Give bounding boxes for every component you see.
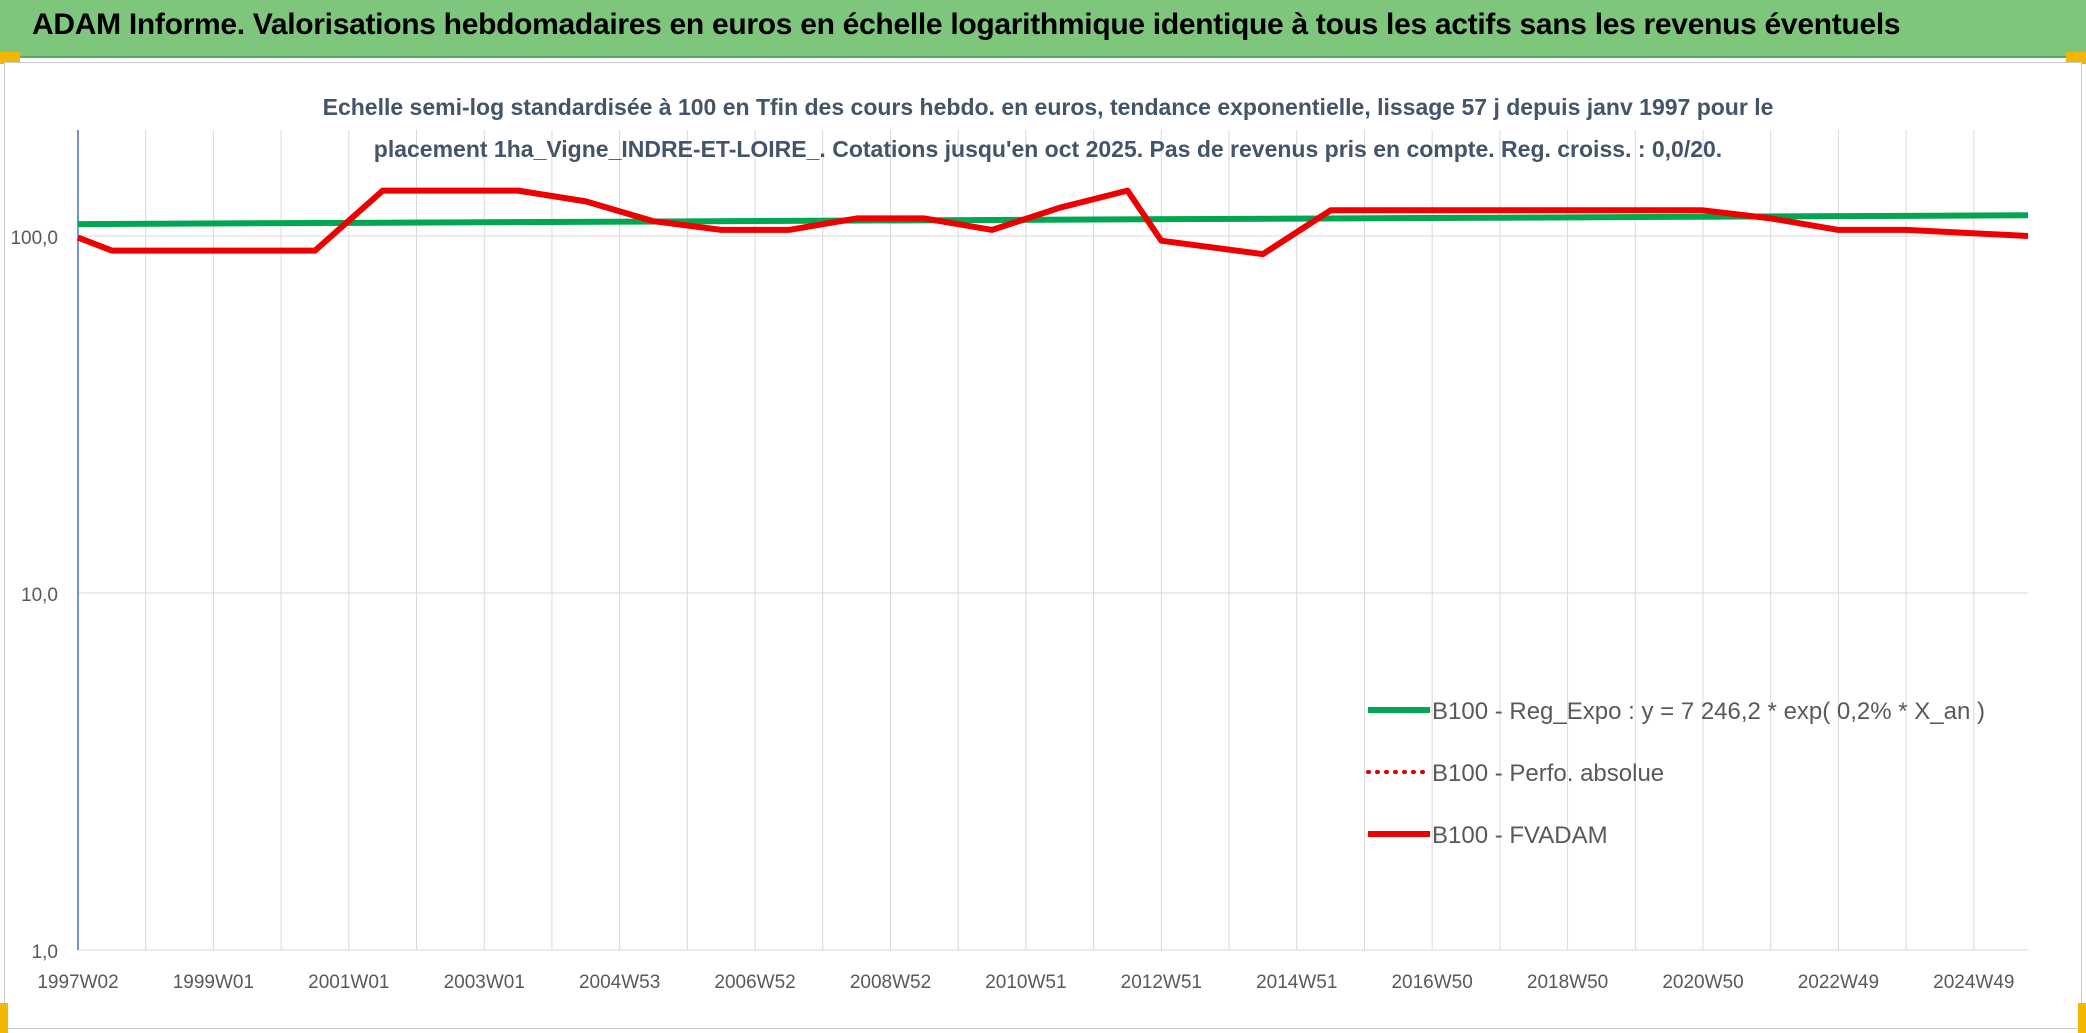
axis-layer: 1,0 10,0 100,0 1997W02 1999W01 2001W01 2003W01… (10, 130, 2015, 993)
x-tick-label: 2016W50 (1391, 972, 1472, 993)
side-marker-left (0, 1003, 8, 1033)
report-banner: ADAM Informe. Valorisations hebdomadaire… (0, 0, 2086, 58)
x-tick-label: 2020W50 (1662, 972, 1743, 993)
chart-legend: B100 - Reg_Expo : y = 7 246,2 * exp( 0,2… (1366, 698, 1985, 849)
x-tick-label: 2004W53 (579, 972, 660, 993)
side-marker-right (2078, 1003, 2086, 1033)
report-title: ADAM Informe. Valorisations hebdomadaire… (32, 8, 1901, 41)
x-tick-label: 2014W51 (1256, 972, 1337, 993)
x-tick-label: 2001W01 (308, 972, 389, 993)
corner-marker-left (0, 52, 20, 64)
chart-title-line-1: Echelle semi-log standardisée à 100 en T… (323, 94, 1774, 120)
x-tick-label: 1999W01 (173, 972, 254, 993)
y-tick-label: 10,0 (21, 585, 58, 606)
reg-expo-line (77, 212, 2029, 228)
x-tick-label: 2024W49 (1933, 972, 2014, 993)
fvadam-line (76, 187, 2029, 258)
x-tick-label: 2008W52 (850, 972, 931, 993)
chart-title-line-2: placement 1ha_Vigne_INDRE-ET-LOIRE_. Cot… (374, 136, 1722, 162)
y-tick-label: 100,0 (10, 228, 58, 249)
x-tick-label: 1997W02 (37, 972, 118, 993)
x-tick-label: 2010W51 (985, 972, 1066, 993)
x-tick-label: 2022W49 (1798, 972, 1879, 993)
legend-label: B100 - Reg_Expo : y = 7 246,2 * exp( 0,2… (1432, 698, 1985, 725)
grid-layer (78, 130, 2028, 951)
corner-marker-right (2066, 52, 2086, 64)
y-tick-label: 1,0 (32, 942, 58, 963)
x-tick-label: 2018W50 (1527, 972, 1608, 993)
x-tick-label: 2012W51 (1121, 972, 1202, 993)
x-tick-label: 2006W52 (714, 972, 795, 993)
legend-label: B100 - Perfo. absolue (1432, 760, 1664, 787)
legend-label: B100 - FVADAM (1432, 822, 1608, 849)
x-tick-label: 2003W01 (444, 972, 525, 993)
series-layer (76, 187, 2029, 258)
